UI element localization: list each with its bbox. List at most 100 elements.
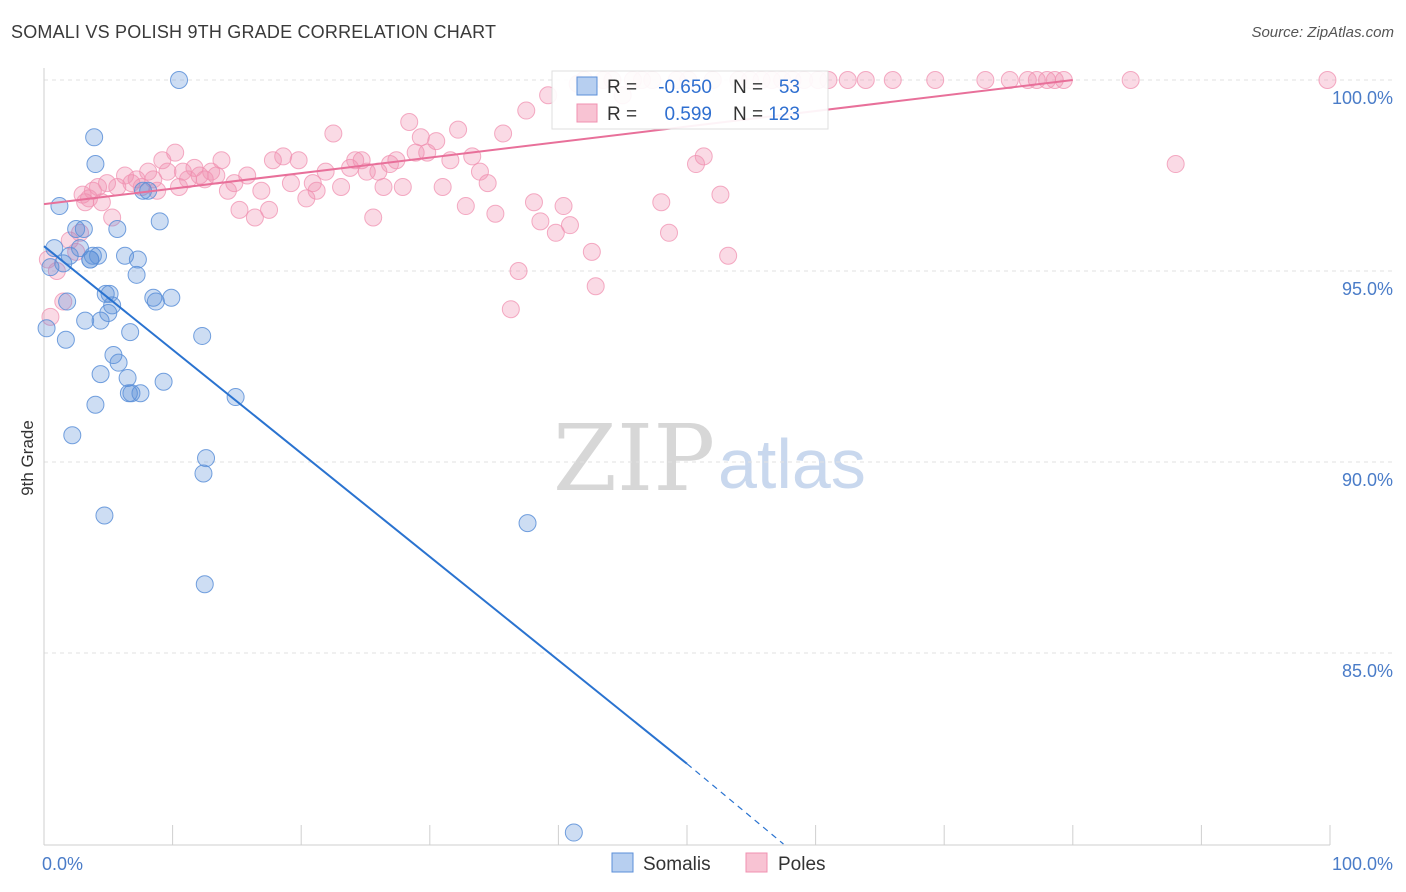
somalis-point <box>86 155 105 174</box>
poles-point <box>1166 155 1185 174</box>
legend-swatch-somalis <box>576 76 598 96</box>
poles-point <box>463 147 482 166</box>
poles-point <box>260 200 279 219</box>
somalis-point <box>122 384 141 403</box>
poles-point <box>238 166 257 185</box>
somalis-point <box>128 250 147 269</box>
poles-point <box>281 174 300 193</box>
somalis-point <box>131 384 150 403</box>
trend-lines <box>43 79 1073 845</box>
x-tick-label-min: 0.0% <box>42 854 83 874</box>
poles-point <box>400 113 419 132</box>
poles-point <box>103 208 122 227</box>
bottom-legend-poles: Poles <box>778 854 826 875</box>
somalis-point <box>58 292 77 311</box>
poles-point <box>838 71 857 89</box>
legend-n-value-somalis: 53 <box>779 77 800 98</box>
poles-point <box>245 208 264 227</box>
poles-point <box>158 162 177 181</box>
poles-point <box>586 277 605 296</box>
poles-point <box>89 177 108 196</box>
poles-point <box>509 262 528 280</box>
somalis-point <box>103 296 122 315</box>
somalis-point <box>95 506 114 525</box>
poles-point <box>374 177 393 196</box>
somalis-point <box>226 388 245 407</box>
poles-point <box>411 128 430 147</box>
somalis-point <box>193 326 212 345</box>
y-tick-label: 90.0% <box>1342 470 1393 490</box>
poles-point <box>554 197 573 216</box>
poles-point <box>433 177 452 196</box>
somalis-point <box>108 219 127 238</box>
poles-point <box>494 124 513 143</box>
legend-r-label-poles: R = <box>607 104 637 125</box>
somalis-point <box>86 395 105 414</box>
somalis-point <box>60 246 79 265</box>
poles-point <box>116 166 135 185</box>
poles-point <box>54 292 73 311</box>
somalis-point <box>83 246 102 265</box>
poles-point <box>652 193 671 212</box>
y-axis-label: 9th Grade <box>18 420 37 496</box>
y-tick-label: 85.0% <box>1342 661 1393 681</box>
somalis-point <box>162 288 181 307</box>
somalis-point <box>91 311 110 330</box>
poles-trend-line <box>43 79 1073 206</box>
poles-point <box>659 223 678 242</box>
somalis-point <box>150 212 169 231</box>
watermark-zip: ZIP <box>553 405 715 512</box>
poles-point <box>274 147 293 166</box>
poles-point <box>486 204 505 223</box>
somalis-point <box>50 197 69 216</box>
poles-point <box>307 181 326 200</box>
poles-point <box>263 151 282 170</box>
somalis-point <box>197 449 216 468</box>
poles-point <box>926 71 945 89</box>
poles-point <box>456 197 475 216</box>
y-tick-label: 100.0% <box>1332 88 1393 108</box>
somalis-point <box>85 128 104 147</box>
poles-point <box>252 181 271 200</box>
somalis-trend-extension <box>686 763 784 845</box>
somalis-point <box>67 219 86 238</box>
somalis-point <box>118 368 137 387</box>
poles-point <box>427 132 446 151</box>
poles-point <box>60 231 79 250</box>
poles-point <box>560 216 579 235</box>
somalis-point <box>37 319 56 338</box>
somalis-point <box>170 71 189 89</box>
poles-point <box>856 71 875 89</box>
somalis-point <box>74 219 93 238</box>
x-ticks <box>43 825 1331 845</box>
somalis-point <box>109 353 128 372</box>
somalis-point <box>89 246 108 265</box>
poles-point <box>976 71 995 89</box>
series-legend: Somalis Poles <box>611 852 826 875</box>
source-credit: Source: ZipAtlas.com <box>1251 24 1394 41</box>
chart-title: SOMALI VS POLISH 9TH GRADE CORRELATION C… <box>11 22 497 42</box>
poles-point <box>582 242 601 261</box>
poles-point <box>98 174 117 193</box>
poles-point <box>1318 71 1337 89</box>
poles-point <box>393 177 412 196</box>
watermark-atlas: atlas <box>718 425 866 503</box>
bottom-legend-somalis: Somalis <box>643 854 711 875</box>
poles-point <box>883 71 902 89</box>
legend-n-label-somalis: N = <box>733 77 763 98</box>
somalis-point <box>146 292 165 311</box>
somalis-point <box>195 575 214 594</box>
somalis-point <box>194 464 213 483</box>
somalis-point <box>518 514 537 533</box>
legend-r-value-poles: 0.599 <box>664 104 712 125</box>
grid-lines <box>44 79 1395 654</box>
poles-point <box>719 246 738 265</box>
somalis-point <box>127 265 146 284</box>
somalis-points <box>37 71 583 842</box>
somalis-point <box>121 323 140 342</box>
poles-point <box>212 151 231 170</box>
poles-point <box>711 185 730 204</box>
poles-point <box>501 300 520 319</box>
poles-point <box>1045 71 1064 89</box>
poles-point <box>524 193 543 212</box>
